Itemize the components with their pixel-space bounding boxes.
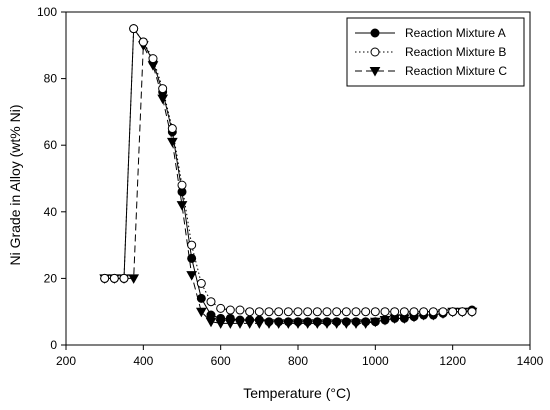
y-tick-label: 20 <box>44 271 58 285</box>
series-b-point <box>390 307 400 317</box>
series-c-point <box>369 317 381 328</box>
series-b <box>100 24 477 317</box>
series-b-point <box>109 273 119 283</box>
x-axis-title: Temperature (°C) <box>243 385 351 401</box>
legend-entry-c: Reaction Mixture C <box>355 64 507 78</box>
series-b-point <box>283 307 293 317</box>
x-tick-label: 200 <box>56 354 76 368</box>
series-b-point <box>100 273 110 283</box>
series-c-point <box>273 319 285 329</box>
series-b-point <box>216 303 226 313</box>
series-b-point <box>409 307 419 317</box>
plot-area <box>99 24 478 329</box>
series-b-point <box>438 307 448 317</box>
series-b-point <box>119 273 129 283</box>
legend-entry-a-marker <box>370 28 380 38</box>
series-c-point <box>205 317 217 328</box>
legend-entry-b-label: Reaction Mixture B <box>405 45 506 59</box>
series-c-point <box>311 319 323 329</box>
y-tick-label: 40 <box>44 205 58 219</box>
legend-entry-a-label: Reaction Mixture A <box>405 26 506 40</box>
series-c-point <box>321 319 333 329</box>
series-c-point <box>253 319 265 329</box>
series-b-point <box>361 307 371 317</box>
series-b-point <box>235 305 245 315</box>
legend: Reaction Mixture A Reaction Mixture B Reac… <box>346 17 525 87</box>
series-b-point <box>264 307 274 317</box>
series-b-point <box>148 54 158 64</box>
series-b-point <box>245 307 255 317</box>
series-a-point <box>196 293 206 303</box>
series-b-point <box>467 307 477 317</box>
series-c-point <box>215 319 227 329</box>
y-tick-label: 80 <box>44 72 58 86</box>
series-b-point <box>419 307 429 317</box>
series-b-point <box>341 307 351 317</box>
series-b-point <box>322 307 332 317</box>
legend-entry-b: Reaction Mixture B <box>355 45 506 59</box>
series-b-point <box>129 24 139 34</box>
series-c-point <box>244 319 256 329</box>
series-c-point <box>302 319 314 329</box>
series-b-point <box>138 37 148 47</box>
series-b-point <box>380 307 390 317</box>
series-b-point <box>187 240 197 250</box>
series-b-point <box>457 307 467 317</box>
series-c-point <box>234 319 246 329</box>
series-c-point <box>195 307 207 318</box>
series-c-point <box>360 319 372 329</box>
series-c-point <box>350 319 362 329</box>
legend-entry-b-marker <box>370 47 380 57</box>
legend-entry-a: Reaction Mixture A <box>355 26 506 40</box>
x-tick-label: 1400 <box>517 354 544 368</box>
series-b-point <box>293 307 303 317</box>
y-tick-label: 60 <box>44 138 58 152</box>
x-tick-label: 1200 <box>439 354 466 368</box>
series-c-point <box>263 319 275 329</box>
series-b-point <box>448 307 458 317</box>
series-b-point <box>158 84 168 94</box>
series-b-point <box>428 307 438 317</box>
series-b-point <box>312 307 322 317</box>
series-b-point <box>254 307 264 317</box>
series-c-point <box>224 319 236 329</box>
x-tick-label: 600 <box>211 354 231 368</box>
x-tick-label: 1000 <box>362 354 389 368</box>
series-b-point <box>274 307 284 317</box>
series-c-point <box>379 316 391 326</box>
legend-entry-c-label: Reaction Mixture C <box>405 64 507 78</box>
series-c-point <box>186 271 198 281</box>
series-c-point <box>128 274 140 284</box>
series-b-point <box>332 307 342 317</box>
series-c-point <box>331 319 343 329</box>
series-c-point <box>166 137 178 148</box>
y-tick-label: 100 <box>37 5 57 19</box>
series-c-point <box>282 319 294 329</box>
series-c-point <box>340 319 352 329</box>
series-c-point <box>292 319 304 329</box>
y-axis-title: Ni Grade in Alloy (wt% Ni) <box>7 104 23 265</box>
series-c-point <box>157 94 169 105</box>
series-c-point <box>176 201 188 211</box>
series-b-point <box>225 305 235 315</box>
series-b-point <box>303 307 313 317</box>
series-b-point <box>399 307 409 317</box>
axes: 200 400 600 800 1000 1200 1400 0 20 40 60 80 100 <box>37 5 544 368</box>
series-b-point <box>167 124 177 134</box>
series-b-point <box>206 297 216 307</box>
legend-entry-c-marker <box>369 67 381 77</box>
series-b-point <box>177 180 187 190</box>
series-b-point <box>196 278 206 288</box>
series-a-point <box>187 253 197 263</box>
x-tick-label: 800 <box>288 354 308 368</box>
series-b-point <box>370 307 380 317</box>
y-tick-label: 0 <box>50 338 57 352</box>
series-b-point <box>351 307 361 317</box>
x-tick-label: 400 <box>133 354 153 368</box>
